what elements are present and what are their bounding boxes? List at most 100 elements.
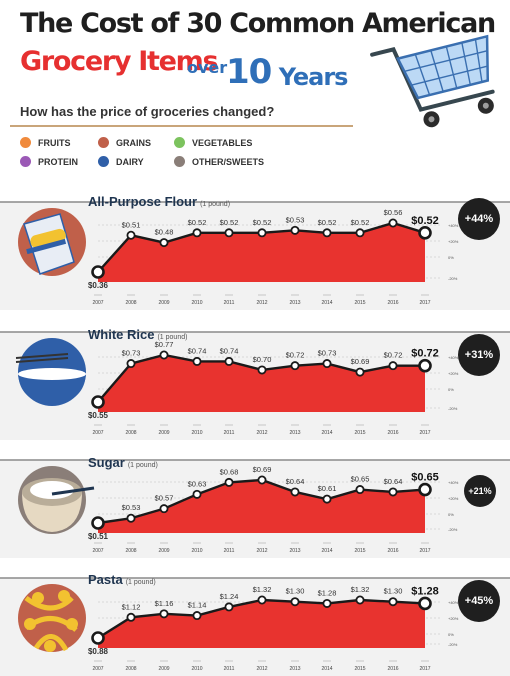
x-tick-label: 2016 (387, 666, 398, 672)
data-point (224, 477, 234, 487)
data-point (224, 356, 234, 366)
data-label: $0.77 (155, 340, 174, 349)
right-axis-tick-label: -20% (448, 642, 458, 647)
title-years-word: Years (278, 63, 349, 91)
right-axis-tick-label: +20% (448, 616, 459, 621)
right-axis-tick-label: 0% (448, 512, 454, 517)
series-area (98, 355, 425, 412)
data-label: $0.57 (155, 494, 174, 503)
data-label: $0.52 (220, 218, 239, 227)
x-tick-label: 2014 (321, 300, 332, 306)
data-point (388, 487, 398, 497)
shopping-cart-icon (370, 34, 495, 128)
x-tick-label: 2017 (419, 666, 430, 672)
data-label: $1.12 (122, 602, 141, 611)
data-label: $0.74 (188, 346, 207, 355)
data-label: $0.69 (253, 465, 272, 474)
data-label: $0.51 (122, 220, 141, 229)
x-tick-label: 2011 (224, 300, 235, 306)
legend-swatch (20, 137, 31, 148)
chart-title-text: All-Purpose Flour (88, 194, 198, 209)
right-axis-tick-label: +40% (448, 600, 459, 605)
data-point (388, 218, 398, 228)
data-point (159, 609, 169, 619)
data-point (159, 350, 169, 360)
data-point (126, 513, 136, 523)
x-tick-label: 2007 (92, 666, 103, 672)
data-label: $0.72 (286, 351, 305, 360)
data-label: $0.52 (318, 218, 337, 227)
chart-unit: (1 pound) (127, 462, 158, 469)
right-axis-tick-label: -20% (448, 406, 458, 411)
data-point (126, 359, 136, 369)
data-point (290, 597, 300, 607)
data-point (192, 228, 202, 238)
data-point (159, 504, 169, 514)
pasta-icon (18, 584, 86, 652)
x-tick-label: 2009 (158, 666, 169, 672)
legend-label: GRAINS (116, 137, 152, 148)
data-label: $1.32 (253, 585, 272, 594)
chart-title-text: Sugar (88, 455, 125, 470)
x-tick-label: 2011 (224, 430, 235, 436)
right-axis-tick-label: +40% (448, 355, 459, 360)
data-label: $0.72 (384, 351, 403, 360)
data-point (91, 516, 105, 530)
data-point (91, 631, 105, 645)
legend-item-other-sweets: OTHER/SWEETS (174, 156, 264, 167)
data-label: $0.72 (411, 348, 439, 360)
data-point (192, 356, 202, 366)
x-tick-label: 2017 (419, 548, 430, 554)
data-point (290, 225, 300, 235)
x-tick-label: 2017 (419, 430, 430, 436)
data-label: $1.24 (220, 592, 239, 601)
chart-title-text: Pasta (88, 572, 123, 587)
data-label: $1.30 (286, 587, 305, 596)
x-tick-label: 2008 (125, 548, 136, 554)
x-tick-label: 2015 (354, 666, 365, 672)
data-label: $0.52 (411, 215, 439, 227)
x-tick-label: 2012 (256, 666, 267, 672)
legend-swatch (174, 156, 185, 167)
chart-svg: +40% +20% 0% -20% $0.36 2007 $0.51 2008 $0.48 200… (0, 201, 510, 310)
rice-bowl-icon (15, 338, 86, 406)
x-tick-label: 2015 (354, 548, 365, 554)
chart-unit: (1 pound) (200, 201, 231, 208)
legend-label: OTHER/SWEETS (192, 156, 265, 167)
x-tick-label: 2016 (387, 300, 398, 306)
data-label: $0.70 (253, 355, 272, 364)
chart-title-text: White Rice (88, 327, 155, 342)
data-label: $0.73 (318, 349, 337, 358)
data-point (418, 358, 432, 373)
data-label: $0.52 (253, 218, 272, 227)
data-point (290, 487, 300, 497)
percent-change-badge: +44% (458, 198, 500, 240)
x-tick-label: 2008 (125, 300, 136, 306)
data-label: $0.74 (220, 346, 239, 355)
x-tick-label: 2016 (387, 548, 398, 554)
x-tick-label: 2010 (191, 300, 202, 306)
legend-label: PROTEIN (38, 156, 79, 167)
x-tick-label: 2010 (191, 666, 202, 672)
chart-svg: +40% +20% 0% -20% $0.51 2007 $0.53 2008 $0.57 200… (0, 459, 510, 558)
data-label: $0.65 (411, 472, 439, 484)
data-point (388, 597, 398, 607)
data-label: $0.61 (318, 484, 337, 493)
title-years: 10 Years (226, 52, 349, 94)
right-axis-tick-label: -20% (448, 527, 458, 532)
x-tick-label: 2013 (289, 430, 300, 436)
x-tick-label: 2007 (92, 430, 103, 436)
chart-unit: (1 pound) (157, 334, 188, 341)
chart-svg: +40% +20% 0% -20% $0.88 2007 $1.12 2008 $1.16 200… (0, 577, 510, 676)
chart-title: White Rice (1 pound) (88, 327, 187, 342)
data-label: $0.53 (122, 503, 141, 512)
series-area (98, 600, 425, 648)
sugar-bowl-icon (18, 466, 95, 534)
title-line-1: The Cost of 30 Common American (20, 8, 496, 39)
data-label: $1.28 (318, 588, 337, 597)
legend-swatch (174, 137, 185, 148)
data-label: $0.36 (88, 281, 109, 290)
x-tick-label: 2010 (191, 548, 202, 554)
panel-pasta: +40% +20% 0% -20% $0.88 2007 $1.12 2008 $1.16 200… (0, 568, 510, 676)
x-tick-label: 2007 (92, 548, 103, 554)
